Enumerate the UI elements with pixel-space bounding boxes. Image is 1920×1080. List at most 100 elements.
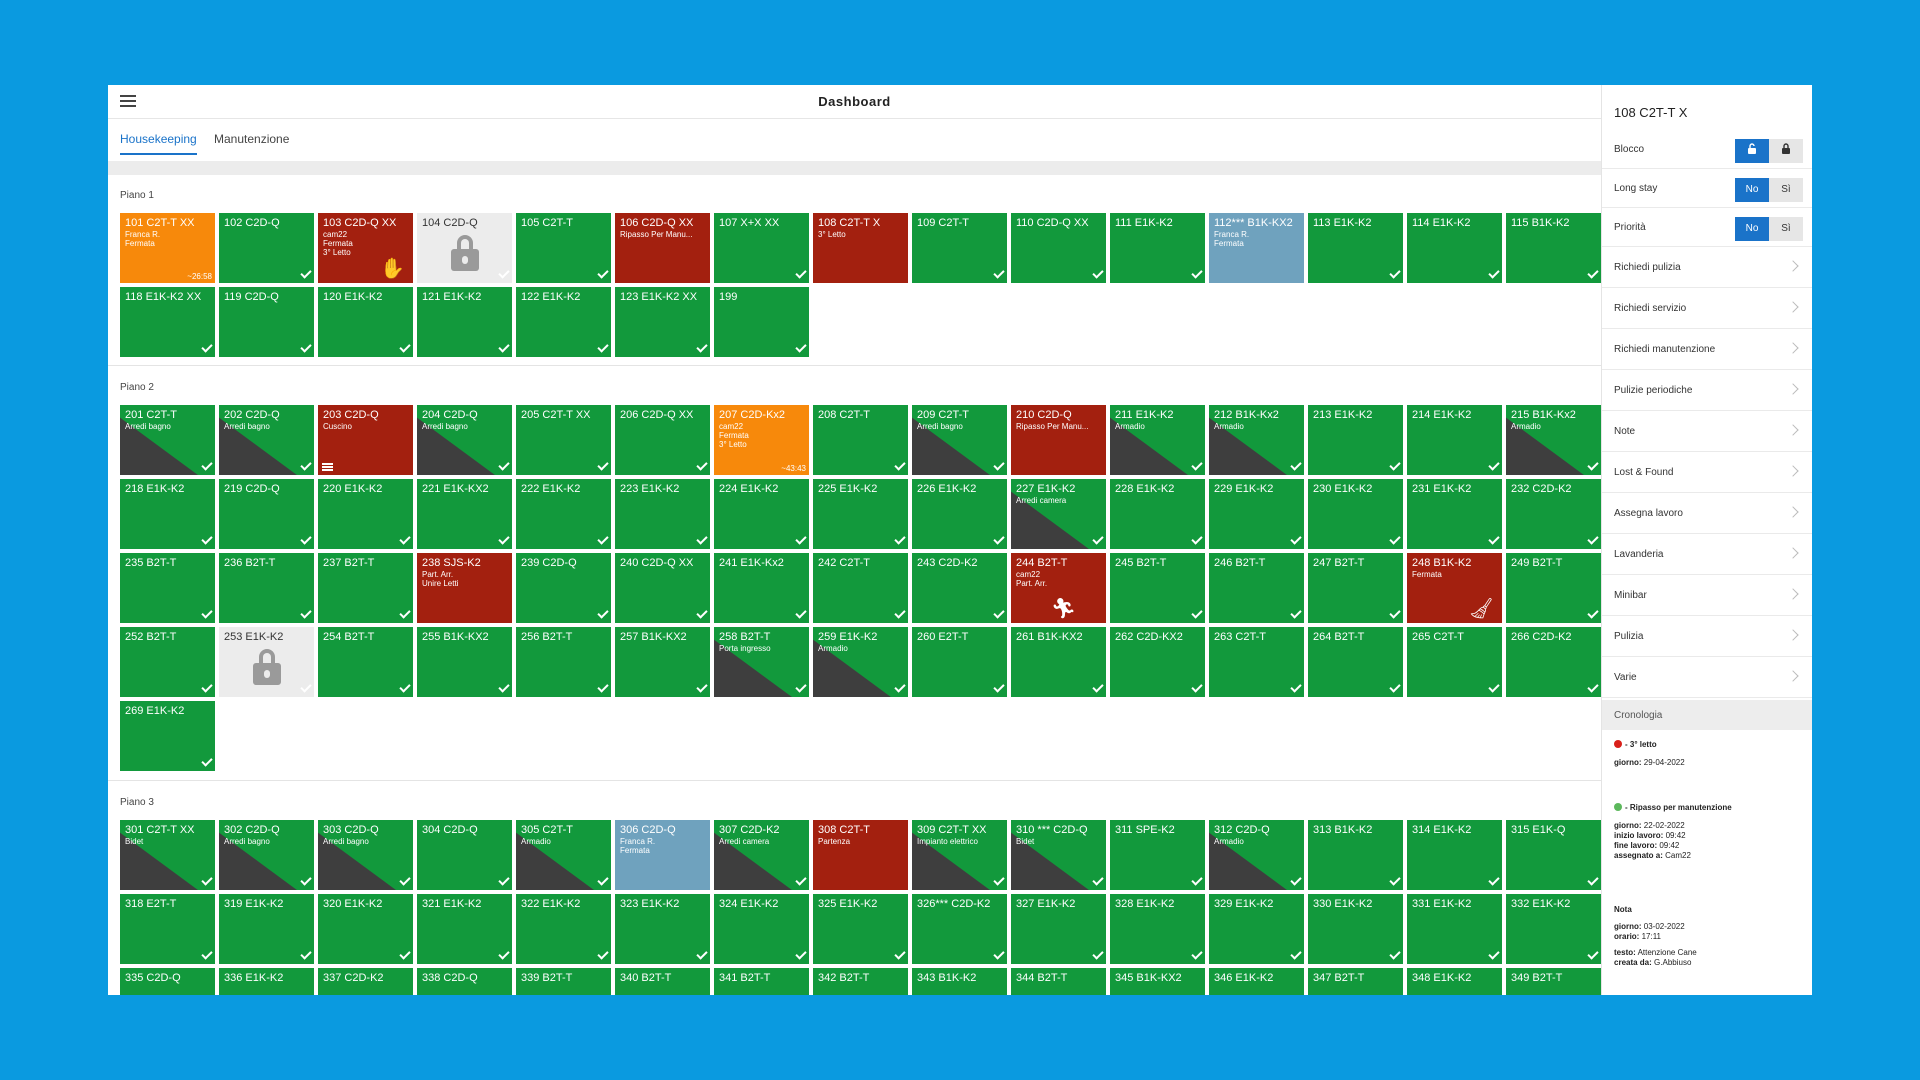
menu-item[interactable]: Pulizie periodiche [1602,370,1812,411]
room-tile[interactable]: 228 E1K-K2 [1110,479,1205,549]
room-tile[interactable]: 342 B2T-T [813,968,908,995]
room-tile[interactable]: 269 E1K-K2 [120,701,215,771]
room-tile[interactable]: 102 C2D-Q [219,213,314,283]
room-tile[interactable]: 331 E1K-K2 [1407,894,1502,964]
room-tile[interactable]: 254 B2T-T [318,627,413,697]
room-tile[interactable]: 249 B2T-T [1506,553,1601,623]
room-tile[interactable]: 257 B1K-KX2 [615,627,710,697]
room-tile[interactable]: 115 B1K-K2 [1506,213,1601,283]
room-tile[interactable]: 220 E1K-K2 [318,479,413,549]
room-tile[interactable]: 263 C2T-T [1209,627,1304,697]
room-tile[interactable]: 253 E1K-K2 [219,627,314,697]
room-tile[interactable]: 304 C2D-Q [417,820,512,890]
room-tile[interactable]: 337 C2D-K2 [318,968,413,995]
room-tile[interactable]: 327 E1K-K2 [1011,894,1106,964]
room-tile[interactable]: 103 C2D-Q XX cam22 Fermata 3° Letto ✋ [318,213,413,283]
room-tile[interactable]: 309 C2T-T XX Impianto elettrico [912,820,1007,890]
unlock-button[interactable] [1735,139,1769,163]
room-tile[interactable]: 241 E1K-Kx2 [714,553,809,623]
room-tile[interactable]: 306 C2D-Q Franca R. Fermata [615,820,710,890]
room-tile[interactable]: 256 B2T-T [516,627,611,697]
room-tile[interactable]: 328 E1K-K2 [1110,894,1205,964]
room-tile[interactable]: 211 E1K-K2 Armadio [1110,405,1205,475]
room-tile[interactable]: 202 C2D-Q Arredi bagno [219,405,314,475]
room-tile[interactable]: 248 B1K-K2 Fermata 🧹︎ [1407,553,1502,623]
room-tile[interactable]: 266 C2D-K2 [1506,627,1601,697]
room-tile[interactable]: 242 C2T-T [813,553,908,623]
room-tile[interactable]: 243 C2D-K2 [912,553,1007,623]
menu-item[interactable]: Note [1602,411,1812,452]
menu-item[interactable]: Richiedi servizio [1602,288,1812,329]
tab-housekeeping[interactable]: Housekeeping [120,132,197,155]
long-stay-no-button[interactable]: No [1735,178,1769,202]
room-tile[interactable]: 323 E1K-K2 [615,894,710,964]
priorita-si-button[interactable]: Sì [1769,217,1803,241]
room-tile[interactable]: 308 C2T-T Partenza [813,820,908,890]
room-tile[interactable]: 229 E1K-K2 [1209,479,1304,549]
room-tile[interactable]: 106 C2D-Q XX Ripasso Per Manu... [615,213,710,283]
room-tile[interactable]: 123 E1K-K2 XX [615,287,710,357]
room-tile[interactable]: 225 E1K-K2 [813,479,908,549]
room-tile[interactable]: 245 B2T-T [1110,553,1205,623]
room-tile[interactable]: 340 B2T-T [615,968,710,995]
priorita-no-button[interactable]: No [1735,217,1769,241]
room-tile[interactable]: 237 B2T-T [318,553,413,623]
room-tile[interactable]: 244 B2T-T cam22 Part. Arr. 🏃︎ [1011,553,1106,623]
room-tile[interactable]: 318 E2T-T [120,894,215,964]
room-tile[interactable]: 349 B2T-T [1506,968,1601,995]
room-tile[interactable]: 119 C2D-Q [219,287,314,357]
room-tile[interactable]: 338 C2D-Q [417,968,512,995]
menu-item[interactable]: Minibar [1602,575,1812,616]
room-tile[interactable]: 303 C2D-Q Arredi bagno [318,820,413,890]
room-tile[interactable]: 262 C2D-KX2 [1110,627,1205,697]
room-tile[interactable]: 223 E1K-K2 [615,479,710,549]
room-tile[interactable]: 104 C2D-Q [417,213,512,283]
room-tile[interactable]: 231 E1K-K2 [1407,479,1502,549]
room-tile[interactable]: 344 B2T-T [1011,968,1106,995]
room-tile[interactable]: 122 E1K-K2 [516,287,611,357]
room-tile[interactable]: 305 C2T-T Armadio [516,820,611,890]
room-tile[interactable]: 238 SJS-K2 Part. Arr. Unire Letti [417,553,512,623]
room-tile[interactable]: 302 C2D-Q Arredi bagno [219,820,314,890]
room-tile[interactable]: 224 E1K-K2 [714,479,809,549]
room-tile[interactable]: 261 B1K-KX2 [1011,627,1106,697]
room-tile[interactable]: 335 C2D-Q [120,968,215,995]
room-tile[interactable]: 214 E1K-K2 [1407,405,1502,475]
room-tile[interactable]: 339 B2T-T [516,968,611,995]
room-tile[interactable]: 215 B1K-Kx2 Armadio [1506,405,1601,475]
room-tile[interactable]: 321 E1K-K2 [417,894,512,964]
menu-item[interactable]: Richiedi pulizia [1602,247,1812,288]
room-tile[interactable]: 120 E1K-K2 [318,287,413,357]
room-tile[interactable]: 322 E1K-K2 [516,894,611,964]
room-tile[interactable]: 213 E1K-K2 [1308,405,1403,475]
room-tile[interactable]: 348 E1K-K2 [1407,968,1502,995]
room-tile[interactable]: 258 B2T-T Porta ingresso [714,627,809,697]
menu-item[interactable]: Pulizia [1602,616,1812,657]
room-tile[interactable]: 230 E1K-K2 [1308,479,1403,549]
room-tile[interactable]: 336 E1K-K2 [219,968,314,995]
room-tile[interactable]: 210 C2D-Q Ripasso Per Manu... [1011,405,1106,475]
room-tile[interactable]: 232 C2D-K2 [1506,479,1601,549]
menu-item[interactable]: Lavanderia [1602,534,1812,575]
room-tile[interactable]: 112*** B1K-KX2 Franca R. Fermata [1209,213,1304,283]
room-tile[interactable]: 107 X+X XX [714,213,809,283]
room-tile[interactable]: 108 C2T-T X 3° Letto [813,213,908,283]
room-tile[interactable]: 346 E1K-K2 [1209,968,1304,995]
room-tile[interactable]: 259 E1K-K2 Armadio [813,627,908,697]
room-tile[interactable]: 247 B2T-T [1308,553,1403,623]
room-tile[interactable]: 239 C2D-Q [516,553,611,623]
room-tile[interactable]: 207 C2D-Kx2 cam22 Fermata 3° Letto ~43:43 [714,405,809,475]
room-tile[interactable]: 260 E2T-T [912,627,1007,697]
room-tile[interactable]: 204 C2D-Q Arredi bagno [417,405,512,475]
room-tile[interactable]: 329 E1K-K2 [1209,894,1304,964]
room-tile[interactable]: 307 C2D-K2 Arredi camera [714,820,809,890]
room-tile[interactable]: 235 B2T-T [120,553,215,623]
room-tile[interactable]: 320 E1K-K2 [318,894,413,964]
room-tile[interactable]: 313 B1K-K2 [1308,820,1403,890]
room-tile[interactable]: 310 *** C2D-Q Bidet [1011,820,1106,890]
room-tile[interactable]: 109 C2T-T [912,213,1007,283]
room-tile[interactable]: 315 E1K-Q [1506,820,1601,890]
room-tile[interactable]: 252 B2T-T [120,627,215,697]
room-tile[interactable]: 240 C2D-Q XX [615,553,710,623]
room-tile[interactable]: 343 B1K-K2 [912,968,1007,995]
